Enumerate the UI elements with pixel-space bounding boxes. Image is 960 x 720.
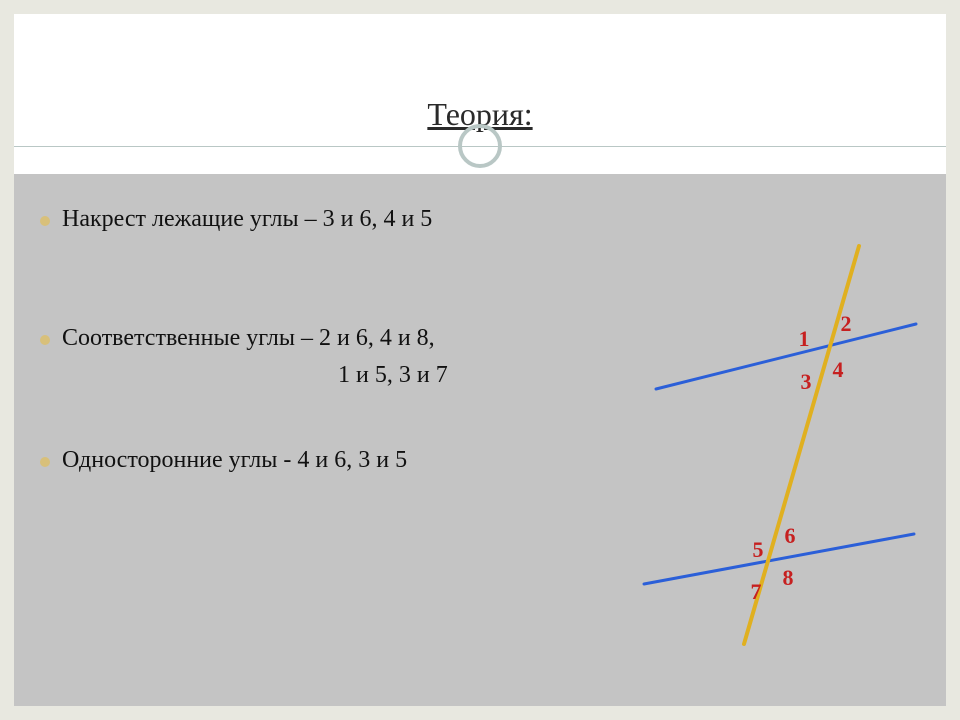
bullet-item: Односторонние углы - 4 и 6, 3 и 5 — [40, 447, 448, 474]
angle-label-3: 3 — [801, 369, 812, 395]
angle-label-6: 6 — [785, 523, 796, 549]
angle-label-2: 2 — [841, 311, 852, 337]
line-blue_top — [656, 324, 916, 389]
bullet-subtext: 1 и 5, 3 и 7 — [40, 362, 448, 389]
bullet-item: Накрест лежащие углы – 3 и 6, 4 и 5 — [40, 206, 448, 233]
bullet-item: Соответственные углы – 2 и 6, 4 и 8, — [40, 325, 448, 352]
angle-label-8: 8 — [783, 565, 794, 591]
bullet-text: Накрест лежащие углы – 3 и 6, 4 и 5 — [62, 206, 432, 232]
line-blue_bottom — [644, 534, 914, 584]
bullet-list: Накрест лежащие углы – 3 и 6, 4 и 5 Соотв… — [40, 206, 448, 474]
diagram-svg — [614, 234, 934, 664]
ring-ornament — [458, 124, 502, 168]
angle-label-1: 1 — [799, 326, 810, 352]
bullet-text: Односторонние углы - 4 и 6, 3 и 5 — [62, 447, 407, 473]
content-area: Накрест лежащие углы – 3 и 6, 4 и 5 Соотв… — [14, 174, 946, 706]
angle-label-7: 7 — [751, 579, 762, 605]
angle-label-5: 5 — [753, 537, 764, 563]
angles-diagram: 12345678 — [614, 234, 934, 664]
bullet-text: Соответственные углы – 2 и 6, 4 и 8, — [62, 325, 435, 351]
angle-label-4: 4 — [833, 357, 844, 383]
slide: Теория: Накрест лежащие углы – 3 и 6, 4 … — [14, 14, 946, 706]
